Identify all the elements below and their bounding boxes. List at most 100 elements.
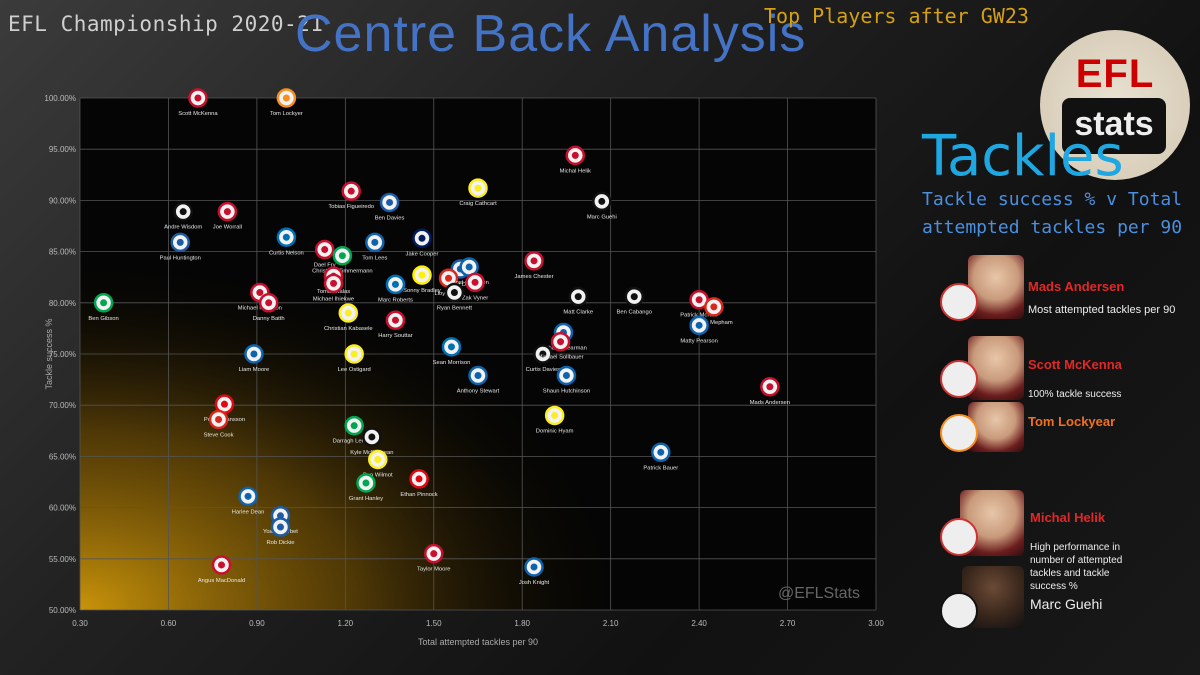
logo-efl-text: EFL	[1075, 52, 1155, 96]
player-photo	[968, 255, 1024, 319]
club-badge-core	[368, 433, 376, 441]
player-point: Michael Sollbauer	[538, 331, 584, 361]
player-point: Michael Ihiekwe	[313, 273, 354, 302]
player-label: Christian Kabasele	[324, 326, 373, 332]
club-badge-core	[176, 238, 184, 246]
player-label: Marc Guehi	[587, 214, 617, 220]
player-point: Taylor Moore	[417, 543, 451, 573]
player-label: Ben Gibson	[88, 316, 118, 322]
club-badge-icon	[940, 360, 978, 398]
player-label: Liam Moore	[239, 367, 270, 373]
player-point: Zak Vyner	[462, 272, 488, 301]
player-point: Chris Mepham	[695, 297, 733, 326]
club-badge-core	[710, 303, 718, 311]
player-point: Marc Guehi	[587, 191, 617, 220]
club-badge-core	[474, 372, 482, 380]
x-tick-label: 1.20	[338, 619, 354, 628]
player-label: Darragh Lenihan	[333, 439, 376, 445]
club-badge-core	[194, 94, 202, 102]
player-point: Tom Lockyer	[270, 88, 303, 117]
club-badge-core	[415, 475, 423, 483]
player-label: Dael Fry	[314, 263, 336, 269]
player-label: Ben Davies	[375, 215, 405, 221]
highlight-name: Mads Andersen	[1028, 279, 1125, 294]
player-point: Scott McKenna	[178, 88, 218, 117]
club-badge-core	[179, 208, 187, 216]
player-label: Anthony Stewart	[457, 389, 500, 395]
player-point: Andre Wisdom	[164, 201, 202, 231]
club-badge-core	[330, 279, 338, 287]
player-point: Lee Ostigard	[338, 344, 371, 373]
player-label: Ryan Bennett	[437, 306, 473, 312]
player-label: Zak Vyner	[462, 295, 488, 301]
player-point: Liam Moore	[239, 344, 270, 373]
player-label: Angus MacDonald	[198, 578, 245, 584]
highlight-name: Tom Lockyear	[1028, 414, 1116, 429]
player-point: Tom Lees	[362, 232, 387, 261]
player-label: Curtis Davies	[526, 367, 561, 373]
x-tick-labels: 0.30 0.60 0.90 1.20 1.50 1.80 2.10 2.40 2.70 3.00	[72, 619, 884, 628]
player-label: Paul Huntington	[160, 255, 201, 261]
player-point: Curtis Davies	[526, 344, 561, 373]
club-badge-core	[265, 299, 273, 307]
player-point: Harry Souttar	[378, 310, 413, 339]
club-badge-core	[276, 523, 284, 531]
player-point: Mads Andersen	[750, 377, 790, 406]
player-label: Curtis Nelson	[269, 250, 304, 256]
player-label: Andre Wisdom	[164, 225, 202, 231]
club-badge-core	[282, 94, 290, 102]
club-badge-core	[347, 187, 355, 195]
player-label: Christoph Zimmermann	[312, 269, 373, 275]
player-label: Michal Helik	[560, 168, 591, 174]
player-label: Matty Pearson	[680, 338, 717, 344]
club-badge-core	[344, 309, 352, 317]
player-point: Matty Pearson	[680, 315, 718, 344]
player-label: Josh Knight	[519, 580, 550, 586]
club-badge-core	[371, 238, 379, 246]
club-badge-core	[256, 289, 264, 297]
club-badge-core	[215, 416, 223, 424]
player-label: Rob Dickie	[266, 540, 294, 546]
player-label: Ben Wilmot	[363, 472, 393, 478]
club-badge-core	[450, 289, 458, 297]
player-label: Craig Cathcart	[459, 201, 497, 207]
league-label: EFL Championship 2020-21	[8, 12, 324, 36]
player-point: Ryan Bennett	[437, 282, 473, 312]
x-tick-label: 0.90	[249, 619, 265, 628]
player-point: Christoph Zimmermann	[312, 245, 373, 275]
player-label: Scott McKenna	[178, 111, 218, 117]
club-badge-core	[223, 208, 231, 216]
player-label: Taylor Moore	[417, 567, 451, 573]
player-label: Danny Batth	[253, 316, 285, 322]
y-tick-label: 85.00%	[49, 248, 76, 257]
club-badge-core	[362, 479, 370, 487]
player-point: Rob Dickie	[266, 517, 294, 546]
x-tick-label: 2.40	[691, 619, 707, 628]
player-point: Marc Roberts	[378, 274, 413, 303]
player-point: Jake Cooper	[406, 228, 438, 257]
y-tick-label: 95.00%	[49, 145, 76, 154]
player-label: Chris Mepham	[695, 320, 733, 326]
club-badge-core	[530, 257, 538, 265]
scatter-chart-svg: 50.00% 55.00% 60.00% 65.00% 70.00% 75.00% 80.0…	[44, 88, 884, 647]
club-badge-core	[386, 198, 394, 206]
player-label: Michael Morrison	[238, 306, 282, 312]
player-label: Dominic Hyam	[536, 428, 574, 434]
club-badge-core	[218, 561, 226, 569]
club-badge-core	[250, 350, 258, 358]
player-label: Michael Sollbauer	[538, 355, 584, 361]
x-tick-label: 2.10	[603, 619, 619, 628]
player-label: Harlee Dean	[232, 509, 265, 515]
player-point: Darragh Lenihan	[333, 415, 376, 445]
highlight-note: High performance in number of attempted …	[1030, 542, 1123, 592]
club-badge-core	[465, 263, 473, 271]
y-tick-label: 80.00%	[49, 299, 76, 308]
club-badge-core	[574, 293, 582, 301]
club-badge-core	[350, 350, 358, 358]
club-badge-core	[445, 274, 453, 282]
highlight-name: Michal Helik	[1030, 510, 1106, 525]
club-badge-core	[562, 372, 570, 380]
player-point: Grant Hanley	[349, 473, 383, 502]
club-badge-core	[350, 422, 358, 430]
club-badge-core	[766, 383, 774, 391]
